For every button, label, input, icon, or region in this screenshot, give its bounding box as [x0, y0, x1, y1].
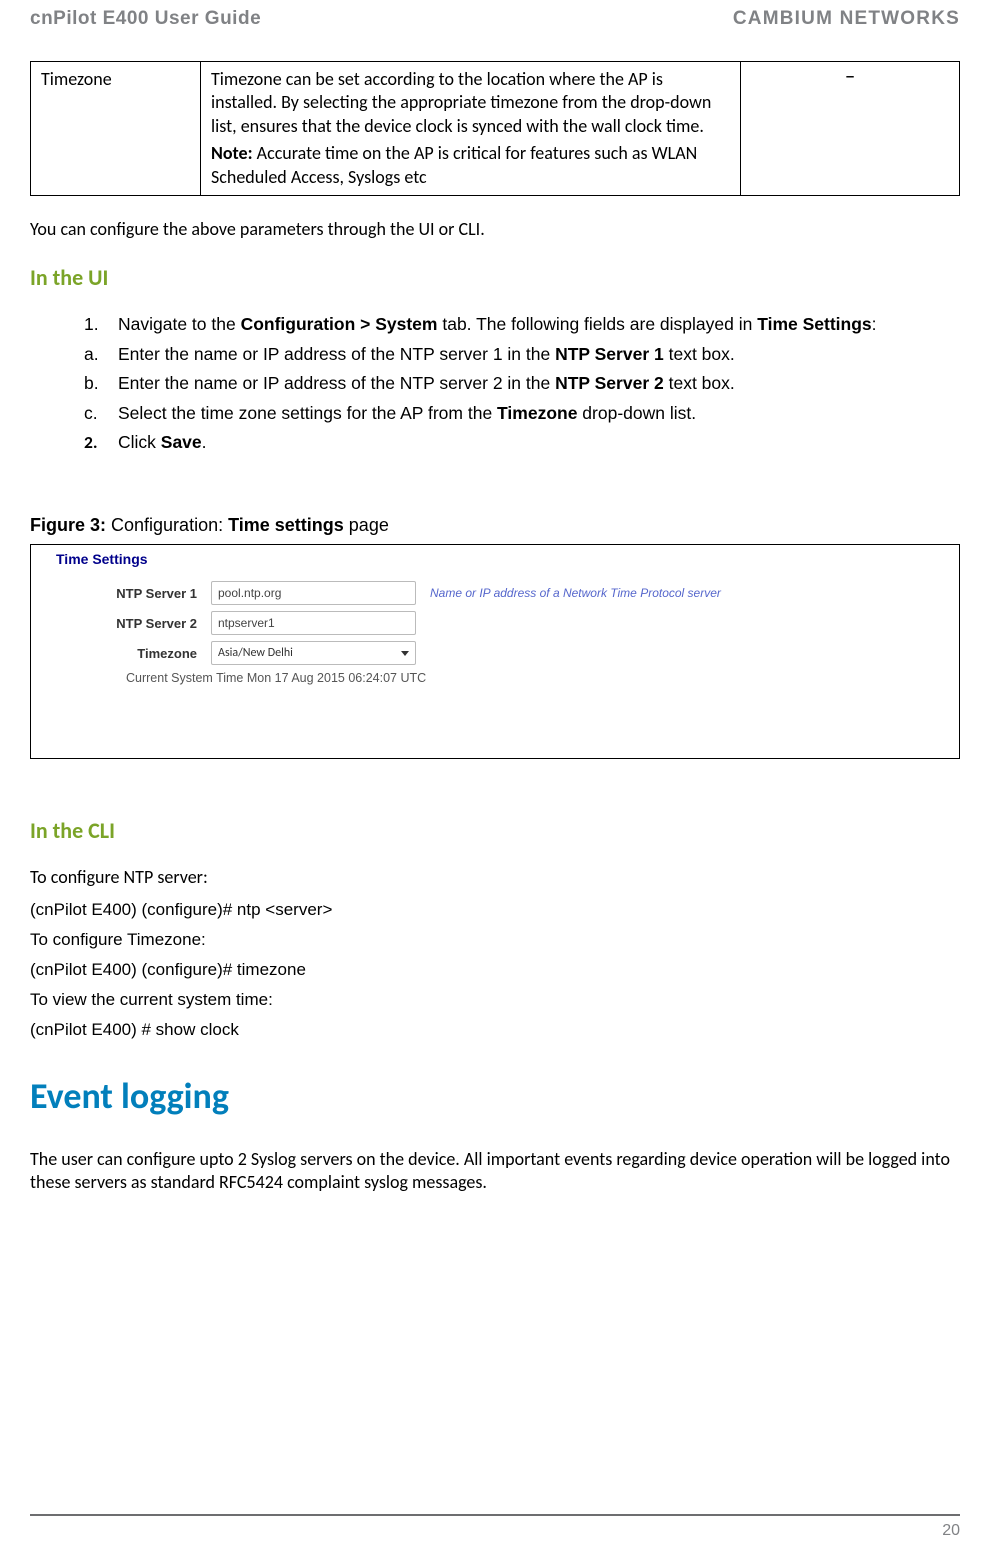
step-bold: Time Settings	[757, 314, 871, 334]
page-header: cnPilot E400 User Guide CAMBIUM NETWORKS	[0, 0, 990, 36]
timezone-label: Timezone	[106, 646, 211, 661]
step-marker: c.	[84, 402, 98, 426]
step-marker: b.	[84, 372, 99, 396]
ntp1-input[interactable]	[211, 581, 416, 605]
step-text: text box.	[664, 344, 735, 364]
cli-subhead: To configure Timezone:	[30, 930, 960, 950]
intro-text: You can configure the above parameters t…	[30, 218, 960, 240]
ntp2-label: NTP Server 2	[106, 616, 211, 631]
step-text: :	[872, 314, 877, 334]
cli-subhead: To configure NTP server:	[30, 866, 960, 888]
step-bold: Save	[161, 432, 202, 452]
figure-screenshot: Time Settings NTP Server 1 Name or IP ad…	[30, 544, 960, 759]
step-text: Enter the name or IP address of the NTP …	[118, 373, 555, 393]
parameter-table: Timezone Timezone can be set according t…	[30, 61, 960, 196]
page-number: 20	[0, 1516, 990, 1540]
heading-in-ui: In the UI	[30, 264, 960, 291]
step-text: drop-down list.	[577, 403, 696, 423]
heading-in-cli: In the CLI	[30, 817, 960, 844]
desc-paragraph: Timezone can be set according to the loc…	[211, 68, 730, 138]
header-left: cnPilot E400 User Guide	[30, 8, 261, 30]
step-text: Click	[118, 432, 161, 452]
timezone-select[interactable]: Asia/New Delhi	[211, 641, 416, 665]
cli-subhead: To view the current system time:	[30, 990, 960, 1010]
step-marker: a.	[84, 343, 99, 367]
step-text: tab. The following fields are displayed …	[437, 314, 757, 334]
step-marker: 2.	[84, 431, 98, 455]
figure-row-ntp1: NTP Server 1 Name or IP address of a Net…	[106, 581, 959, 605]
note-label: Note:	[211, 142, 253, 164]
current-time-text: Current System Time Mon 17 Aug 2015 06:2…	[126, 671, 959, 685]
step-bold: NTP Server 2	[555, 373, 664, 393]
event-body-text: The user can configure upto 2 Syslog ser…	[30, 1148, 960, 1195]
fig-caption-bold: Time settings	[228, 515, 344, 535]
table-cell-param: Timezone	[31, 62, 201, 196]
step-2: 2. Click Save.	[84, 431, 960, 455]
step-bold: Configuration > System	[241, 314, 438, 334]
step-marker: 1.	[84, 313, 99, 337]
ntp2-input[interactable]	[211, 611, 416, 635]
page-footer: 20	[0, 1514, 990, 1540]
table-cell-desc: Timezone can be set according to the loc…	[201, 62, 741, 196]
page-content: Timezone Timezone can be set according t…	[0, 36, 990, 1195]
figure-title: Time Settings	[56, 551, 959, 567]
chevron-down-icon	[401, 651, 409, 656]
figure-row-timezone: Timezone Asia/New Delhi	[106, 641, 959, 665]
header-right: CAMBIUM NETWORKS	[733, 8, 960, 30]
timezone-value: Asia/New Delhi	[218, 646, 293, 660]
note-text: Accurate time on the AP is critical for …	[211, 142, 697, 187]
step-1: 1. Navigate to the Configuration > Syste…	[84, 313, 960, 337]
step-text: text box.	[664, 373, 735, 393]
heading-event-logging: Event logging	[30, 1074, 960, 1118]
figure-caption: Figure 3: Configuration: Time settings p…	[30, 515, 960, 536]
figure-row-ntp2: NTP Server 2	[106, 611, 959, 635]
table-cell-default: –	[741, 62, 960, 196]
cli-command: (cnPilot E400) # show clock	[30, 1020, 960, 1040]
fig-caption-text: Configuration:	[106, 515, 228, 535]
fig-caption-num: Figure 3:	[30, 515, 106, 535]
step-text: Enter the name or IP address of the NTP …	[118, 344, 555, 364]
ntp1-label: NTP Server 1	[106, 586, 211, 601]
cli-command: (cnPilot E400) (configure)# ntp <server>	[30, 900, 960, 920]
step-text: Navigate to the	[118, 314, 241, 334]
cli-command: (cnPilot E400) (configure)# timezone	[30, 960, 960, 980]
step-a: a. Enter the name or IP address of the N…	[84, 343, 960, 367]
step-c: c. Select the time zone settings for the…	[84, 402, 960, 426]
desc-note: Note: Accurate time on the AP is critica…	[211, 142, 730, 189]
figure-form: NTP Server 1 Name or IP address of a Net…	[106, 581, 959, 685]
fig-caption-text: page	[344, 515, 389, 535]
ntp1-hint: Name or IP address of a Network Time Pro…	[430, 586, 721, 600]
steps-list: 1. Navigate to the Configuration > Syste…	[30, 313, 960, 455]
step-text: Select the time zone settings for the AP…	[118, 403, 497, 423]
step-b: b. Enter the name or IP address of the N…	[84, 372, 960, 396]
step-text: .	[202, 432, 207, 452]
step-bold: NTP Server 1	[555, 344, 664, 364]
step-bold: Timezone	[497, 403, 577, 423]
